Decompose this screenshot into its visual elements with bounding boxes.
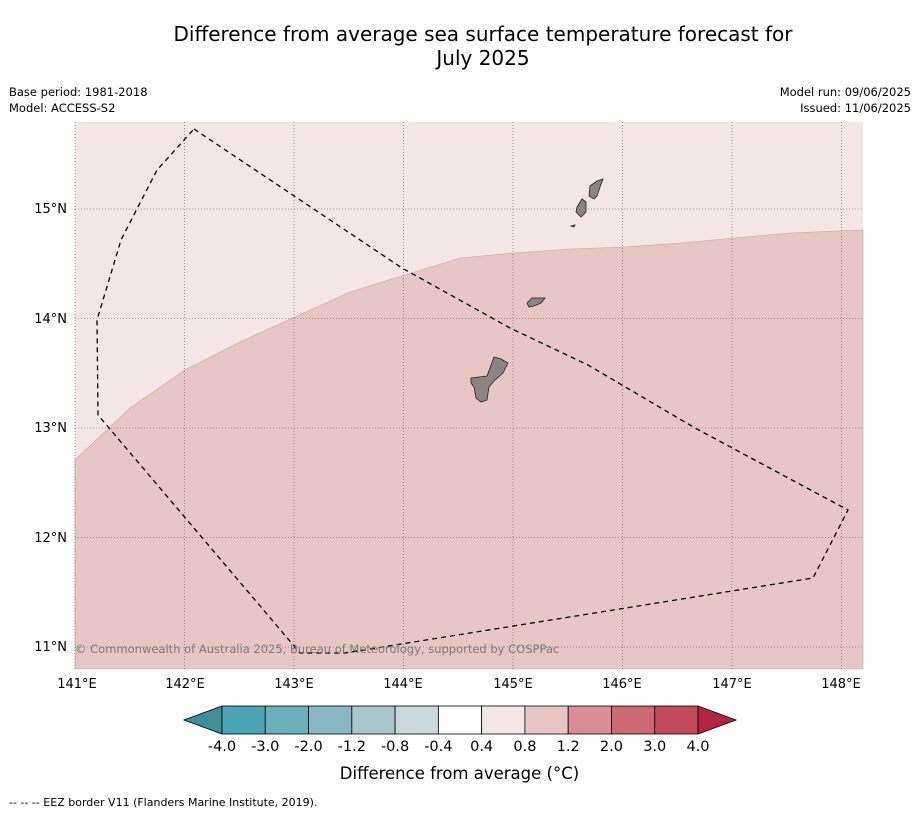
colorbar: -4.0 -3.0 -2.0 -1.2 -0.8 -0.4 0.4 0.8 1.2 2.0 3.0 4… [182,705,738,755]
title-line-2: July 2025 [436,46,530,70]
colorbar-tick-label: -4.0 [208,739,236,755]
lat-tick-label: 11°N [34,640,67,655]
chart-title: Difference from average sea surface temp… [0,22,919,70]
island-rota [526,297,546,308]
copyright-text: © Commonwealth of Australia 2025, Bureau… [75,642,559,656]
anomaly-band-0.8-1.2 [74,229,864,670]
meta-left: Base period: 1981-2018 Model: ACCESS-S2 [9,84,148,116]
gridlines [74,122,863,669]
island-tinian [575,198,587,218]
lat-tick-label: 14°N [34,312,67,327]
footer-legend: -- -- -- EEZ border V11 (Flanders Marine… [9,796,318,809]
island-guam [470,356,509,403]
colorbar-tick-label: 2.0 [600,739,623,755]
colorbar-tick-label: -1.2 [338,739,366,755]
colorbar-tick-label: -3.0 [251,739,279,755]
colorbar-tick-label: 1.2 [557,739,580,755]
colorbar-tick-label: -0.8 [381,739,409,755]
lon-tick-label: 145°E [493,677,533,692]
lon-tick-label: 143°E [274,677,314,692]
colorbar-tick-label: 3.0 [643,739,666,755]
colorbar-segment [611,705,656,735]
colorbar-tick-label: 0.4 [470,739,493,755]
issued-date: Issued: 11/06/2025 [800,101,911,115]
lat-tick-label: 12°N [34,531,67,546]
colorbar-segment [567,705,612,735]
model-name: Model: ACCESS-S2 [9,101,116,115]
colorbar-label: Difference from average (°C) [339,764,580,783]
lon-tick-label: 142°E [165,677,205,692]
colorbar-segment [654,705,699,735]
colorbar-tick-label: -0.4 [424,739,452,755]
colorbar-extend-high [697,705,738,735]
colorbar-tick-label: 0.8 [513,739,536,755]
lon-tick-label: 148°E [821,677,861,692]
colorbar-segment [264,705,309,735]
lon-tick-label: 146°E [602,677,642,692]
eez-border [96,128,849,654]
colorbar-segment [481,705,526,735]
lon-tick-label: 141°E [57,677,97,692]
colorbar-tick-label: 4.0 [686,739,709,755]
island-aguijan [569,224,576,228]
colorbar-segment [221,705,266,735]
lon-tick-label: 144°E [383,677,423,692]
colorbar-extend-low [182,705,223,735]
colorbar-segment [524,705,569,735]
meta-right: Model run: 09/06/2025 Issued: 11/06/2025 [780,84,911,116]
colorbar-segment [394,705,439,735]
island-saipan [588,178,604,200]
model-run: Model run: 09/06/2025 [779,85,911,99]
title-line-1: Difference from average sea surface temp… [173,22,793,46]
colorbar-segment [351,705,396,735]
colorbar-tick-label: -2.0 [294,739,322,755]
lon-tick-label: 147°E [712,677,752,692]
land-masses [470,178,604,403]
lat-tick-label: 15°N [34,202,67,217]
colorbar-segment [308,705,353,735]
lat-tick-label: 13°N [34,421,67,436]
base-period: Base period: 1981-2018 [9,85,148,99]
colorbar-segment [437,705,483,735]
